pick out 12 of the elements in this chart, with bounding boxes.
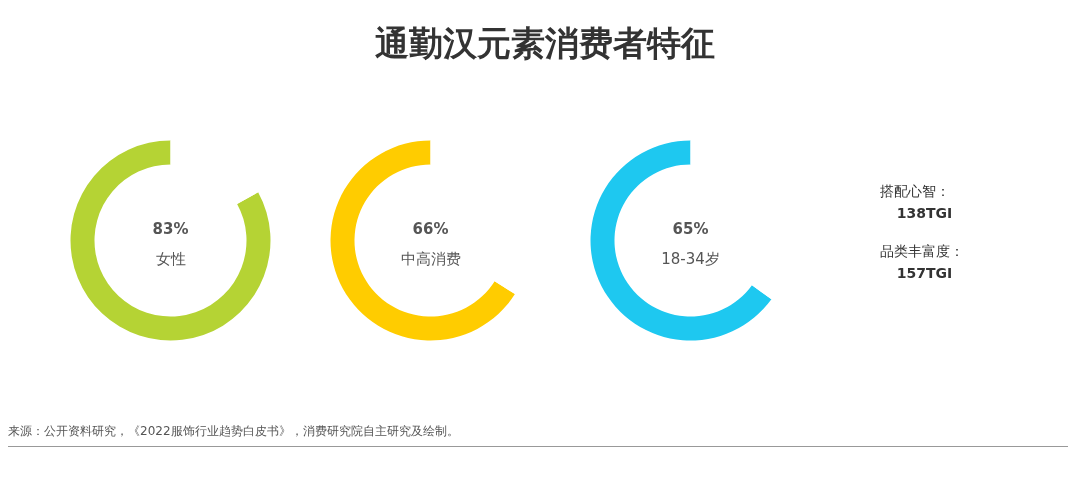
- slice-label: 中高消费: [400, 249, 461, 268]
- source-note: 来源：公开资料研究，《2022服饰行业趋势白皮书》，消费研究院自主研究及绘制。: [8, 423, 459, 440]
- data-label: 65%: [672, 219, 709, 238]
- data-label: 66%: [412, 219, 449, 238]
- data-label: 83%: [152, 219, 189, 238]
- text: 138TGI: [896, 204, 953, 221]
- slice-label: 女性: [155, 249, 186, 268]
- text: 搭配心智：: [879, 182, 950, 199]
- text: 通勤汉元素消费者特征: [375, 22, 715, 65]
- text: 品类丰富度：: [879, 242, 964, 259]
- text: 157TGI: [896, 264, 953, 281]
- slice-label: 18-34岁: [661, 249, 720, 268]
